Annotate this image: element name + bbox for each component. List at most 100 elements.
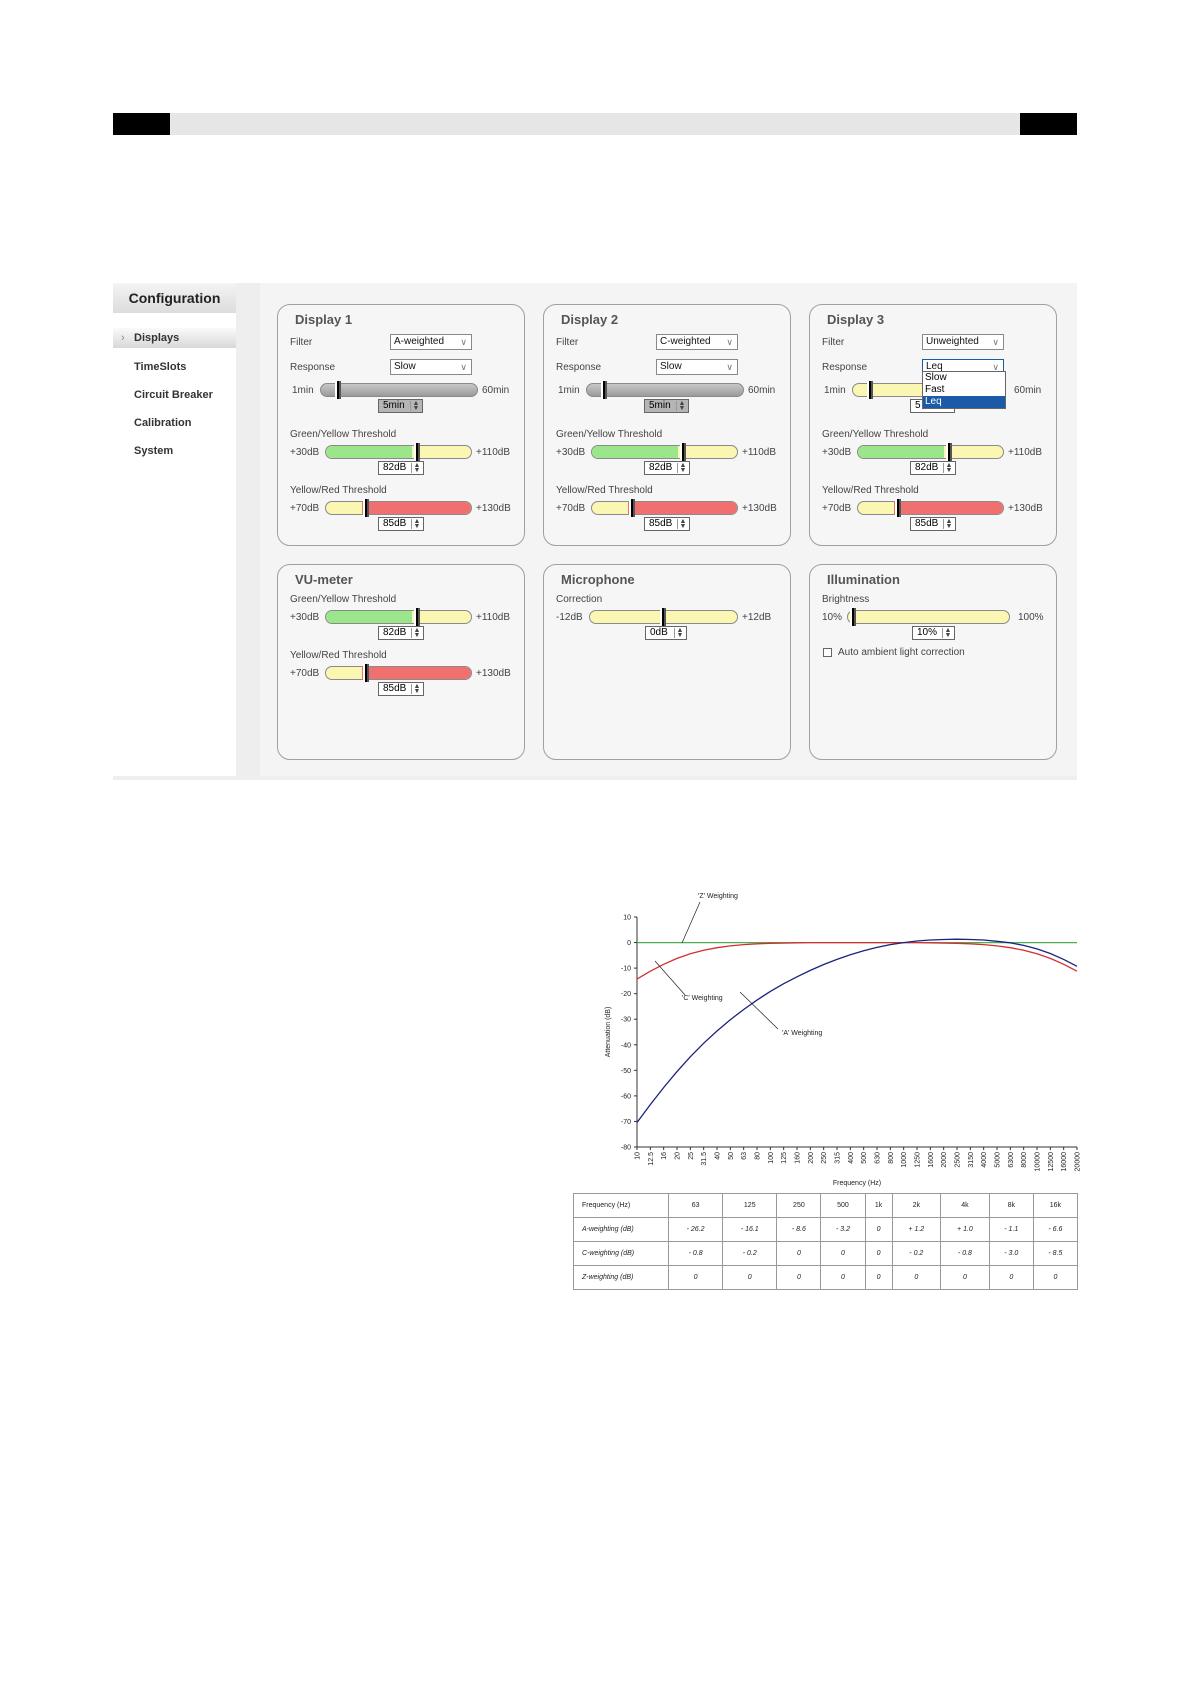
time-slider-thumb[interactable] [867,381,873,399]
gy-threshold-slider[interactable] [591,443,738,461]
header-block-left [113,113,170,135]
gy-threshold-slider[interactable] [325,443,472,461]
panel-title: Display 2 [561,312,619,327]
panel-title: Microphone [561,572,635,587]
time-value: 5min [649,400,671,411]
panel-title: Illumination [827,572,900,587]
brightness-spinner[interactable]: 10% ▲ ▼ [912,626,955,640]
sidebar-item-calibration[interactable]: Calibration [134,417,192,429]
yr-slider-thumb[interactable] [363,499,369,517]
response-select[interactable]: Slow [390,359,472,375]
sidebar-item-system[interactable]: System [134,445,174,457]
table-cell: C-weighting (dB) [573,1241,669,1266]
brightness-slider-thumb[interactable] [850,608,856,626]
gy-threshold-slider[interactable] [325,608,472,626]
gy-slider-thumb[interactable] [414,608,420,626]
yr-threshold-slider[interactable] [591,499,738,517]
correction-slider[interactable] [589,608,738,626]
time-slider-thumb[interactable] [601,381,607,399]
x-tick-label: 315 [835,1152,842,1164]
time-value: 5min [383,400,405,411]
filter-label: Filter [290,337,313,348]
gy-spinner[interactable]: 82dB ▲ ▼ [378,626,424,640]
yr-threshold-slider[interactable] [325,664,472,682]
response-select[interactable]: Slow [656,359,738,375]
dropdown-option-slow[interactable]: Slow [925,372,947,383]
configuration-app: Configuration Displays TimeSlots Circuit… [113,283,1077,780]
spinner-arrows-icon[interactable]: ▲ ▼ [411,462,422,474]
gy-threshold-label: Green/Yellow Threshold [290,594,397,605]
yr-spinner[interactable]: 85dB ▲ ▼ [378,682,424,696]
brightness-slider[interactable] [847,608,1010,626]
spinner-arrows-icon[interactable]: ▲ ▼ [674,627,685,639]
sidebar-item-displays[interactable]: Displays [113,328,236,348]
y-tick-label: -10 [621,966,631,973]
filter-select[interactable]: Unweighted [922,334,1004,350]
gy-threshold-slider[interactable] [857,443,1004,461]
gy-slider-thumb[interactable] [680,443,686,461]
table-cell: 2k [891,1193,942,1218]
x-tick-label: 400 [848,1152,855,1164]
gy-spinner[interactable]: 82dB ▲ ▼ [910,461,956,475]
x-tick-label: 12500 [1048,1152,1055,1172]
yr-spinner[interactable]: 85dB ▲ ▼ [644,517,690,531]
yr-max-label: +130dB [1008,503,1043,514]
red-zone [362,502,471,514]
table-row: C-weighting (dB) - 0.8- 0.2 0 0 0- 0.2- 0.8-… [573,1241,1079,1266]
spinner-arrows-icon[interactable]: ▲ ▼ [943,462,954,474]
time-slider[interactable] [586,381,744,399]
time-slider-thumb[interactable] [335,381,341,399]
yr-spinner[interactable]: 85dB ▲ ▼ [378,517,424,531]
correction-slider-thumb[interactable] [660,608,666,626]
filter-select[interactable]: C-weighted [656,334,738,350]
y-tick-label: 10 [623,915,631,922]
dropdown-option-leq[interactable]: Leq [923,396,1005,408]
spinner-arrows-icon[interactable]: ▲ ▼ [943,518,954,530]
time-spinner[interactable]: 5min ▲ ▼ [644,399,689,413]
gy-spinner[interactable]: 82dB ▲ ▼ [644,461,690,475]
gy-slider-thumb[interactable] [414,443,420,461]
yr-slider-thumb[interactable] [629,499,635,517]
x-tick-label: 200 [808,1152,815,1164]
time-slider[interactable] [320,381,478,399]
sidebar-item-circuit-breaker[interactable]: Circuit Breaker [134,389,213,401]
header-block-right [1020,113,1077,135]
x-tick-label: 8000 [1021,1152,1028,1168]
yr-threshold-slider[interactable] [325,499,472,517]
yr-slider-thumb[interactable] [895,499,901,517]
spinner-arrows-icon[interactable]: ▲ ▼ [942,627,953,639]
red-zone [894,502,1003,514]
yr-threshold-label: Yellow/Red Threshold [290,650,387,661]
sidebar-title: Configuration [113,283,236,313]
dropdown-option-fast[interactable]: Fast [925,384,945,395]
x-tick-label: 1600 [928,1152,935,1168]
spinner-arrows-icon[interactable]: ▲ ▼ [676,400,687,412]
spinner-arrows-icon[interactable]: ▲ ▼ [410,400,421,412]
yr-threshold-slider[interactable] [857,499,1004,517]
time-spinner[interactable]: 5min ▲ ▼ [378,399,423,413]
gy-slider-thumb[interactable] [946,443,952,461]
yr-slider-thumb[interactable] [363,664,369,682]
red-zone [628,502,737,514]
spinner-arrows-icon[interactable]: ▲ ▼ [677,462,688,474]
auto-ambient-checkbox[interactable] [823,648,832,657]
spinner-arrows-icon[interactable]: ▲ ▼ [411,627,422,639]
correction-label: Correction [556,594,603,605]
x-tick-label: 2000 [941,1152,948,1168]
spinner-arrows-icon[interactable]: ▲ ▼ [677,518,688,530]
y-axis-label: Attenuation (dB) [605,1007,612,1058]
yr-spinner[interactable]: 85dB ▲ ▼ [910,517,956,531]
panel-title: Display 3 [827,312,885,327]
illumination-panel: Illumination Brightness 10% 100% 10% ▲ ▼ A… [809,564,1057,760]
response-label: Response [822,362,868,373]
correction-spinner[interactable]: 0dB ▲ ▼ [645,626,687,640]
table-cell: - 1.1 [988,1217,1034,1242]
spinner-arrows-icon[interactable]: ▲ ▼ [411,683,422,695]
gy-threshold-label: Green/Yellow Threshold [556,429,663,440]
gy-value: 82dB [383,462,407,473]
gy-spinner[interactable]: 82dB ▲ ▼ [378,461,424,475]
series-line-a-weighting [636,938,1078,1123]
filter-select[interactable]: A-weighted [390,334,472,350]
spinner-arrows-icon[interactable]: ▲ ▼ [411,518,422,530]
sidebar-item-timeslots[interactable]: TimeSlots [134,361,187,373]
